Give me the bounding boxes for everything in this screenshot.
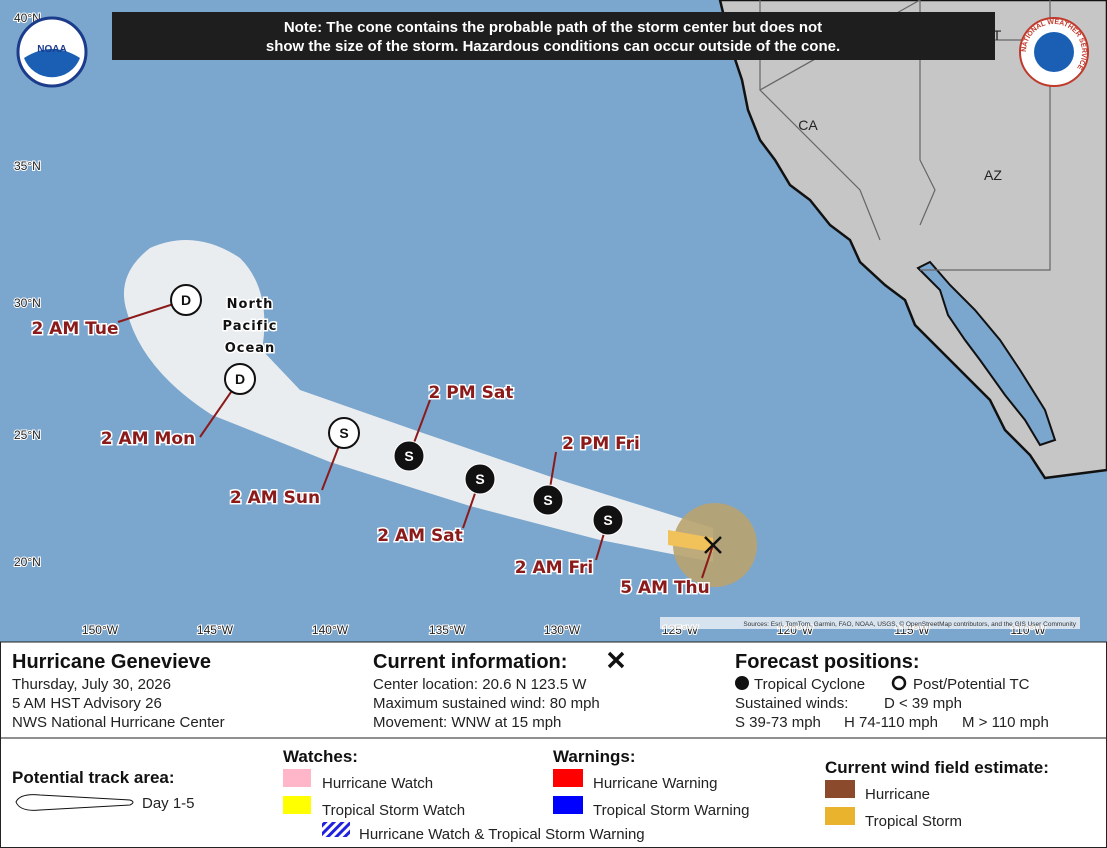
hurricane-wind-swatch xyxy=(825,780,855,798)
wind-field-heading: Current wind field estimate: xyxy=(825,758,1049,777)
lon-label: 135°W xyxy=(429,623,466,637)
warnings-heading: Warnings: xyxy=(553,747,635,766)
current-line: Maximum sustained wind: 80 mph xyxy=(373,695,600,712)
track-symbol xyxy=(15,794,134,811)
watch-item: Tropical Storm Watch xyxy=(322,802,465,819)
noaa-logo-text: NOAA xyxy=(37,44,66,55)
post-tc-symbol xyxy=(891,675,907,691)
point-symbol: S xyxy=(404,448,413,464)
note-box xyxy=(112,12,995,60)
region-label: AZ xyxy=(984,167,1002,183)
forecast-point xyxy=(170,284,202,316)
track-item: Day 1-5 xyxy=(142,795,195,812)
lon-label: 140°W xyxy=(312,623,349,637)
point-symbol: S xyxy=(339,425,348,441)
lon-label: 130°W xyxy=(544,623,581,637)
lat-label: 20°N xyxy=(14,555,41,569)
region-label: CA xyxy=(798,117,818,133)
current-line: Movement: WNW at 15 mph xyxy=(373,714,561,731)
wind-field-item: Hurricane xyxy=(865,786,930,803)
watch-item: Hurricane Watch & Tropical Storm Warning xyxy=(359,826,645,843)
forecast-heading: Forecast positions: xyxy=(735,651,919,673)
forecast-point xyxy=(224,363,256,395)
current-position xyxy=(704,536,722,554)
point-symbol: S xyxy=(475,471,484,487)
point-label: 2 AM Fri xyxy=(515,558,593,578)
sources-box xyxy=(660,617,1080,629)
leader-line xyxy=(701,544,714,579)
forecast-point xyxy=(532,484,564,516)
hurricane-warning-swatch xyxy=(553,769,583,787)
point-label: 2 PM Fri xyxy=(562,434,640,454)
post-tc-label: Post/Potential TC xyxy=(913,676,1030,693)
point-label: 2 AM Sun xyxy=(230,488,320,508)
tc-label: Tropical Cyclone xyxy=(754,676,865,693)
warning-item: Tropical Storm Warning xyxy=(593,802,749,819)
lon-label: 145°W xyxy=(197,623,234,637)
track-heading: Potential track area: xyxy=(12,768,175,787)
winds-label: Sustained winds: xyxy=(735,695,848,712)
region-label: T xyxy=(993,27,1002,43)
warning-item: Hurricane Warning xyxy=(593,775,718,792)
point-symbol: S xyxy=(603,512,612,528)
lon-label: 150°W xyxy=(82,623,119,637)
combo-swatch xyxy=(322,822,350,837)
point-symbol: S xyxy=(543,492,552,508)
nws-logo-center xyxy=(1034,32,1074,72)
watches-heading: Watches: xyxy=(283,747,358,766)
note-line: show the size of the storm. Hazardous co… xyxy=(266,38,840,55)
ocean-label: Ocean xyxy=(225,341,276,356)
wind-scale: M > 110 mph xyxy=(962,714,1049,731)
watch-item: Hurricane Watch xyxy=(322,775,433,792)
point-label: 2 AM Mon xyxy=(101,429,195,449)
ts-wind-swatch xyxy=(825,807,855,825)
wind-scale: D < 39 mph xyxy=(884,695,962,712)
noaa-logo-wave xyxy=(24,49,80,78)
storm-detail: NWS National Hurricane Center xyxy=(12,714,225,731)
storm-detail: Thursday, July 30, 2026 xyxy=(12,676,171,693)
storm-name: Hurricane Genevieve xyxy=(12,651,211,673)
point-label: 2 AM Sat xyxy=(377,526,463,546)
current-heading: Current information: xyxy=(373,651,567,673)
baja-peninsula xyxy=(916,260,1057,447)
track-wedge xyxy=(668,530,713,552)
point-label: 2 AM Tue xyxy=(31,319,118,339)
lat-label: 35°N xyxy=(14,159,41,173)
storm-detail: 5 AM HST Advisory 26 xyxy=(12,695,162,712)
forecast-point xyxy=(328,417,360,449)
wind-field-item: Tropical Storm xyxy=(865,813,962,830)
lat-label: 25°N xyxy=(14,428,41,442)
point-symbol: D xyxy=(235,371,245,387)
ocean-label: North xyxy=(227,297,274,312)
note-line: Note: The cone contains the probable pat… xyxy=(284,19,822,36)
point-label: 2 PM Sat xyxy=(429,383,514,403)
ts-warning-swatch xyxy=(553,796,583,814)
wind-field-tropical-storm xyxy=(673,503,757,587)
hurricane-watch-swatch xyxy=(283,769,311,787)
forecast-cone xyxy=(123,240,714,562)
forecast-point xyxy=(592,504,624,536)
forecast-point xyxy=(464,463,496,495)
wind-scale: H 74-110 mph xyxy=(844,714,938,731)
ocean-label: Pacific xyxy=(223,319,278,334)
forecast-point xyxy=(393,440,425,472)
ts-watch-swatch xyxy=(283,796,311,814)
current-line: Center location: 20.6 N 123.5 W xyxy=(373,676,587,693)
current-icon xyxy=(607,651,625,669)
lat-label: 30°N xyxy=(14,296,41,310)
sources: Sources: Esri, TomTom, Garmin, FAO, NOAA… xyxy=(743,620,1076,628)
point-symbol: D xyxy=(181,292,191,308)
tc-symbol xyxy=(735,676,749,690)
wind-scale: S 39-73 mph xyxy=(735,714,821,731)
point-label: 5 AM Thu xyxy=(620,578,710,598)
